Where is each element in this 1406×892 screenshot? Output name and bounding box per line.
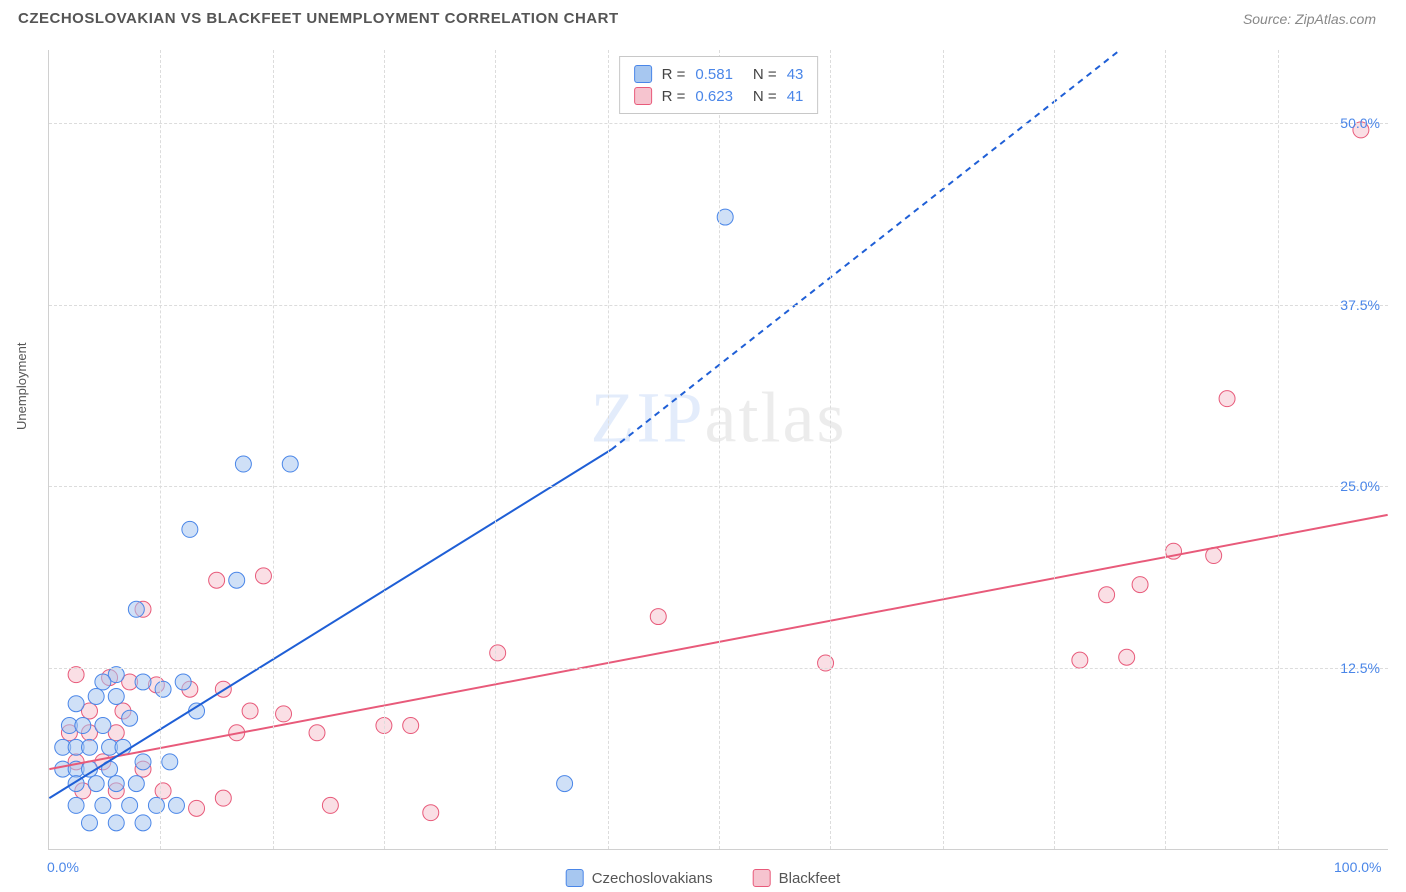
- ytick-label: 25.0%: [1340, 478, 1380, 494]
- scatter-point: [209, 572, 225, 588]
- scatter-point: [95, 797, 111, 813]
- gridline-v: [719, 50, 720, 849]
- scatter-point: [490, 645, 506, 661]
- regression-line: [49, 450, 611, 799]
- scatter-point: [1219, 391, 1235, 407]
- ytick-label: 12.5%: [1340, 660, 1380, 676]
- legend-item-czech: Czechoslovakians: [566, 869, 713, 887]
- scatter-point: [95, 674, 111, 690]
- scatter-point: [122, 797, 138, 813]
- gridline-v: [495, 50, 496, 849]
- page-title: CZECHOSLOVAKIAN VS BLACKFEET UNEMPLOYMEN…: [18, 10, 619, 27]
- scatter-point: [75, 718, 91, 734]
- source-label: Source: ZipAtlas.com: [1243, 11, 1376, 27]
- scatter-point: [557, 776, 573, 792]
- legend-label: Czechoslovakians: [592, 870, 713, 887]
- swatch-czech-icon: [566, 869, 584, 887]
- y-axis-label: Unemployment: [14, 343, 29, 430]
- scatter-point: [1119, 649, 1135, 665]
- scatter-point: [108, 688, 124, 704]
- scatter-point: [155, 783, 171, 799]
- legend-item-blackfeet: Blackfeet: [753, 869, 841, 887]
- legend-label: Blackfeet: [779, 870, 841, 887]
- xtick-label: 100.0%: [1334, 859, 1381, 875]
- gridline-v: [273, 50, 274, 849]
- scatter-point: [1132, 577, 1148, 593]
- scatter-point: [168, 797, 184, 813]
- gridline-v: [943, 50, 944, 849]
- scatter-point: [148, 797, 164, 813]
- scatter-point: [108, 815, 124, 831]
- scatter-point: [128, 601, 144, 617]
- ytick-label: 50.0%: [1340, 115, 1380, 131]
- stats-legend: R = 0.581 N = 43 R = 0.623 N = 41: [619, 56, 819, 114]
- swatch-blackfeet-icon: [753, 869, 771, 887]
- scatter-point: [135, 674, 151, 690]
- scatter-point: [235, 456, 251, 472]
- scatter-point: [276, 706, 292, 722]
- scatter-point: [135, 754, 151, 770]
- scatter-point: [88, 688, 104, 704]
- scatter-point: [108, 776, 124, 792]
- scatter-point: [135, 815, 151, 831]
- scatter-point: [68, 696, 84, 712]
- scatter-point: [175, 674, 191, 690]
- scatter-point: [81, 739, 97, 755]
- scatter-point: [242, 703, 258, 719]
- scatter-point: [128, 776, 144, 792]
- gridline-v: [830, 50, 831, 849]
- scatter-point: [309, 725, 325, 741]
- scatter-point: [1072, 652, 1088, 668]
- scatter-point: [423, 805, 439, 821]
- stats-row-czech: R = 0.581 N = 43: [634, 63, 804, 85]
- series-legend: Czechoslovakians Blackfeet: [566, 869, 841, 887]
- ytick-label: 37.5%: [1340, 297, 1380, 313]
- scatter-point: [122, 710, 138, 726]
- swatch-blackfeet-icon: [634, 87, 652, 105]
- stats-row-blackfeet: R = 0.623 N = 41: [634, 85, 804, 107]
- gridline-v: [1054, 50, 1055, 849]
- scatter-point: [215, 790, 231, 806]
- scatter-point: [650, 609, 666, 625]
- swatch-czech-icon: [634, 65, 652, 83]
- scatter-point: [255, 568, 271, 584]
- scatter-point: [403, 718, 419, 734]
- scatter-point: [155, 681, 171, 697]
- chart-area: ZIPatlas R = 0.581 N = 43 R = 0.623 N = …: [48, 50, 1388, 850]
- gridline-v: [1165, 50, 1166, 849]
- scatter-point: [88, 776, 104, 792]
- scatter-point: [1099, 587, 1115, 603]
- scatter-point: [189, 800, 205, 816]
- gridline-v: [608, 50, 609, 849]
- scatter-point: [229, 572, 245, 588]
- scatter-point: [162, 754, 178, 770]
- scatter-point: [282, 456, 298, 472]
- scatter-point: [95, 718, 111, 734]
- gridline-v: [1278, 50, 1279, 849]
- scatter-point: [68, 797, 84, 813]
- gridline-v: [160, 50, 161, 849]
- scatter-point: [322, 797, 338, 813]
- scatter-point: [81, 815, 97, 831]
- gridline-v: [384, 50, 385, 849]
- xtick-label: 0.0%: [47, 859, 79, 875]
- scatter-point: [182, 521, 198, 537]
